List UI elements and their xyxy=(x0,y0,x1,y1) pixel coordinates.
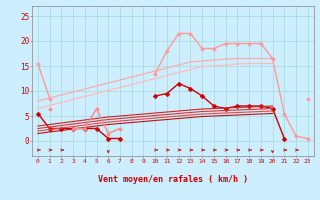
X-axis label: Vent moyen/en rafales ( km/h ): Vent moyen/en rafales ( km/h ) xyxy=(98,175,248,184)
